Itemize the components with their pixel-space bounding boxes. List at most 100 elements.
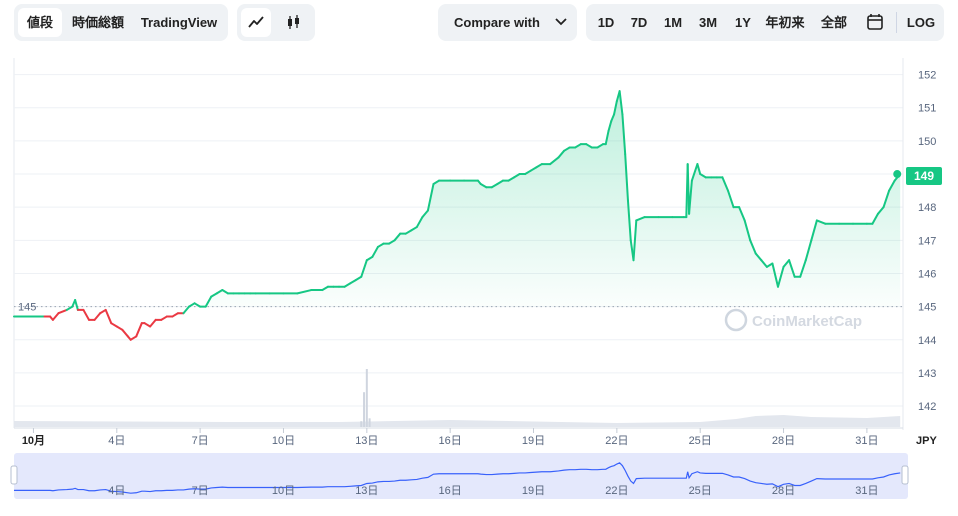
price-line-segment — [815, 219, 827, 225]
price-line-segment — [557, 149, 566, 159]
x-tick-label: 19日 — [522, 435, 545, 447]
range-separator — [896, 12, 897, 33]
navigator-tick-label: 16日 — [439, 485, 462, 497]
price-line-segment — [421, 209, 429, 219]
tab-price[interactable]: 値段 — [18, 8, 62, 37]
price-line-segment — [215, 289, 224, 295]
y-tick-label: 150 — [918, 136, 936, 148]
price-line-segment — [888, 179, 896, 192]
price-line-segment — [635, 216, 646, 222]
x-tick-label: 10日 — [272, 435, 295, 447]
watermark-text: CoinMarketCap — [752, 313, 862, 330]
chevron-down-icon — [555, 18, 567, 26]
range-7d[interactable]: 7D — [630, 15, 648, 30]
price-line-segment — [360, 259, 368, 278]
price-line-segment — [99, 308, 107, 315]
navigator-tick-label: 4日 — [108, 485, 125, 497]
line-chart-icon[interactable] — [241, 8, 271, 37]
price-line-segment — [171, 312, 179, 318]
volume-bar — [360, 421, 363, 427]
price-line-segment — [388, 239, 396, 245]
price-area-fill — [205, 91, 901, 307]
currency-label: JPY — [916, 435, 937, 447]
price-line-segment — [479, 182, 488, 189]
x-tick-label: 22日 — [605, 435, 628, 447]
price-line-segment — [776, 265, 785, 288]
volume-bar — [365, 369, 368, 427]
price-line-segment — [129, 335, 138, 341]
chart-style-group — [237, 4, 315, 41]
tab-tradingview[interactable]: TradingView — [140, 15, 218, 30]
navigator-left-handle — [10, 465, 18, 485]
price-line-segment — [876, 206, 885, 215]
price-line-segment — [529, 166, 538, 172]
range-1y[interactable]: 1Y — [735, 15, 751, 30]
navigator-tick-label: 25日 — [689, 485, 712, 497]
navigator-tick-label: 31日 — [855, 485, 878, 497]
price-line-segment — [563, 146, 571, 152]
price-line-segment — [613, 100, 618, 116]
current-price-badge — [906, 167, 942, 186]
price-line-segment — [721, 176, 729, 192]
price-line-segment — [432, 179, 441, 185]
y-tick-label: 145 — [918, 302, 936, 314]
price-line-segment — [321, 285, 329, 292]
volume-bar — [368, 418, 371, 427]
navigator-right-handle — [901, 465, 909, 485]
price-line-segment — [507, 176, 516, 182]
x-tick-label: 13日 — [355, 435, 378, 447]
y-tick-label: 147 — [918, 235, 936, 247]
price-line-segment — [804, 239, 813, 262]
current-price-dot — [893, 170, 902, 179]
range-ytd[interactable]: 年初来 — [765, 15, 805, 30]
volume-area — [14, 415, 901, 427]
price-line-segment — [799, 259, 807, 278]
price-line-segment — [393, 232, 402, 242]
price-line-segment — [585, 143, 593, 149]
y-tick-label: 151 — [918, 103, 936, 115]
price-line-segment — [754, 252, 763, 262]
price-line-segment — [57, 308, 68, 315]
tab-market-cap[interactable]: 時価総額 — [71, 15, 124, 30]
x-tick-label: 28日 — [772, 435, 795, 447]
price-line-segment — [513, 173, 521, 179]
price-line-segment — [765, 262, 774, 268]
price-line-segment — [110, 322, 118, 328]
price-line-segment — [296, 289, 313, 295]
price-line-segment — [74, 298, 79, 311]
x-tick-label: 10月 — [22, 434, 45, 447]
candlestick-icon[interactable] — [279, 8, 309, 37]
view-tab-group: 値段 時価総額 TradingView — [14, 4, 228, 41]
price-line-segment — [810, 219, 818, 242]
range-all[interactable]: 全部 — [820, 15, 847, 30]
price-line-segment — [204, 295, 213, 308]
price-line-segment — [632, 219, 638, 262]
navigator-tick-label: 10日 — [272, 485, 295, 497]
price-line-segment — [104, 308, 113, 325]
range-group: 1D 7D 1M 3M 1Y 年初来 全部 LOG — [586, 4, 944, 41]
price-line-segment — [738, 206, 746, 222]
price-line-segment — [210, 292, 218, 298]
price-line-segment — [115, 325, 124, 331]
price-line-segment — [524, 169, 532, 176]
price-line-segment — [415, 216, 424, 229]
price-line-segment — [535, 163, 543, 169]
price-line-segment — [574, 143, 582, 149]
compare-dropdown[interactable] — [438, 4, 577, 41]
navigator-tick-label: 19日 — [522, 485, 545, 497]
y-tick-label: 148 — [918, 202, 936, 214]
range-3m[interactable]: 3M — [698, 15, 718, 30]
calendar-icon[interactable] — [860, 8, 890, 37]
price-line-segment — [604, 129, 610, 146]
price-line-segment — [221, 289, 229, 295]
compare-label: Compare with — [454, 15, 540, 30]
x-tick-label: 25日 — [689, 435, 712, 447]
volume-bar — [363, 392, 366, 427]
x-tick-label: 16日 — [439, 435, 462, 447]
price-line-segment — [621, 113, 627, 156]
price-line-segment — [354, 275, 363, 282]
log-scale-toggle[interactable]: LOG — [906, 15, 936, 30]
range-1d[interactable]: 1D — [597, 15, 615, 30]
range-1m[interactable]: 1M — [663, 15, 683, 30]
